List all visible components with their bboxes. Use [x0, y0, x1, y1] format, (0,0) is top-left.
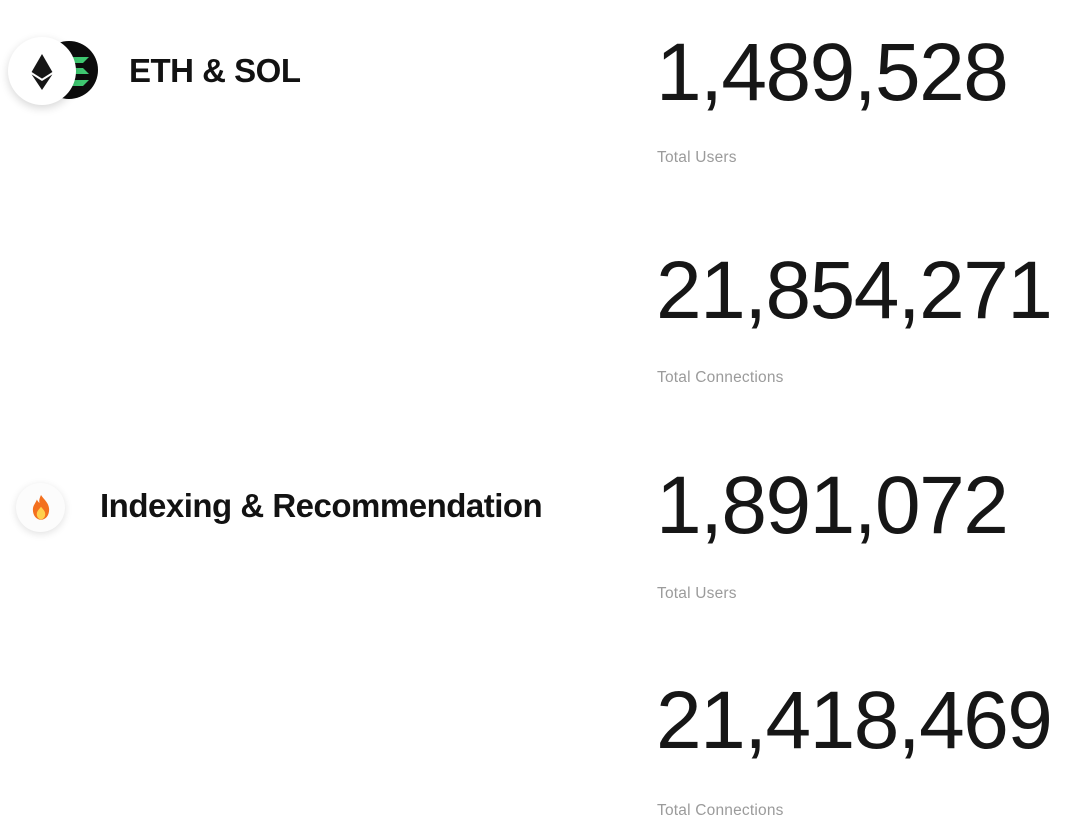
ethereum-icon [31, 54, 53, 90]
stat-value-total-users: 1,891,072 [656, 460, 1009, 551]
stat-label-total-connections: Total Connections [657, 802, 784, 819]
stat-value-total-connections: 21,854,271 [656, 245, 1053, 336]
stat-label-total-users: Total Users [657, 149, 737, 166]
ethereum-circle [8, 37, 76, 105]
stat-value-total-connections: 21,418,469 [656, 675, 1053, 766]
flame-icon [32, 494, 49, 520]
fire-icon [16, 483, 65, 532]
eth-sol-icon [8, 37, 100, 109]
section-title-eth-sol: ETH & SOL [129, 52, 301, 89]
section-title-indexing-recommendation: Indexing & Recommendation [100, 487, 543, 524]
stat-value-total-users: 1,489,528 [656, 27, 1009, 118]
stat-label-total-connections: Total Connections [657, 369, 784, 386]
stat-label-total-users: Total Users [657, 585, 737, 602]
